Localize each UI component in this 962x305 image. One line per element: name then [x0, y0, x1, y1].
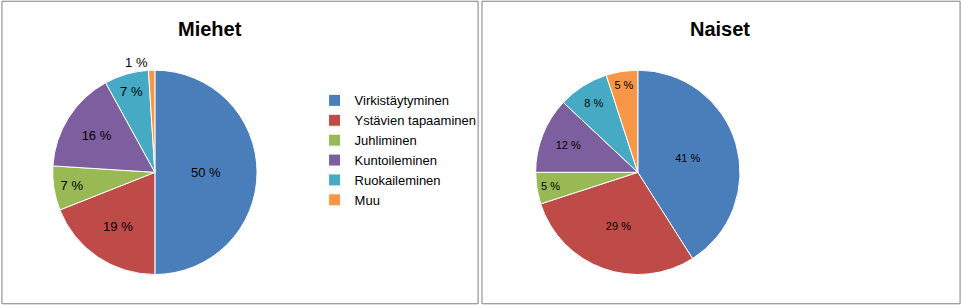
- svg-text:7 %: 7 %: [61, 178, 84, 193]
- svg-text:16 %: 16 %: [82, 128, 112, 143]
- svg-text:Ystävien tapaaminen: Ystävien tapaaminen: [355, 113, 476, 128]
- svg-text:Virkistäytyminen: Virkistäytyminen: [355, 93, 449, 108]
- svg-text:Kuntoileminen: Kuntoileminen: [355, 153, 437, 168]
- svg-text:1 %: 1 %: [125, 55, 148, 70]
- svg-text:8 %: 8 %: [584, 97, 603, 109]
- svg-text:19 %: 19 %: [103, 219, 133, 234]
- svg-text:7 %: 7 %: [120, 84, 143, 99]
- svg-text:Miehet: Miehet: [178, 18, 242, 40]
- svg-text:50 %: 50 %: [191, 165, 221, 180]
- svg-text:41 %: 41 %: [675, 152, 700, 164]
- svg-text:Juhliminen: Juhliminen: [355, 133, 417, 148]
- svg-text:5 %: 5 %: [541, 180, 560, 192]
- svg-text:12 %: 12 %: [556, 139, 581, 151]
- svg-text:Ruokaileminen: Ruokaileminen: [355, 173, 441, 188]
- svg-text:5 %: 5 %: [614, 79, 633, 91]
- svg-text:29 %: 29 %: [606, 220, 631, 232]
- svg-text:Naiset: Naiset: [690, 18, 750, 40]
- svg-text:Muu: Muu: [355, 193, 380, 208]
